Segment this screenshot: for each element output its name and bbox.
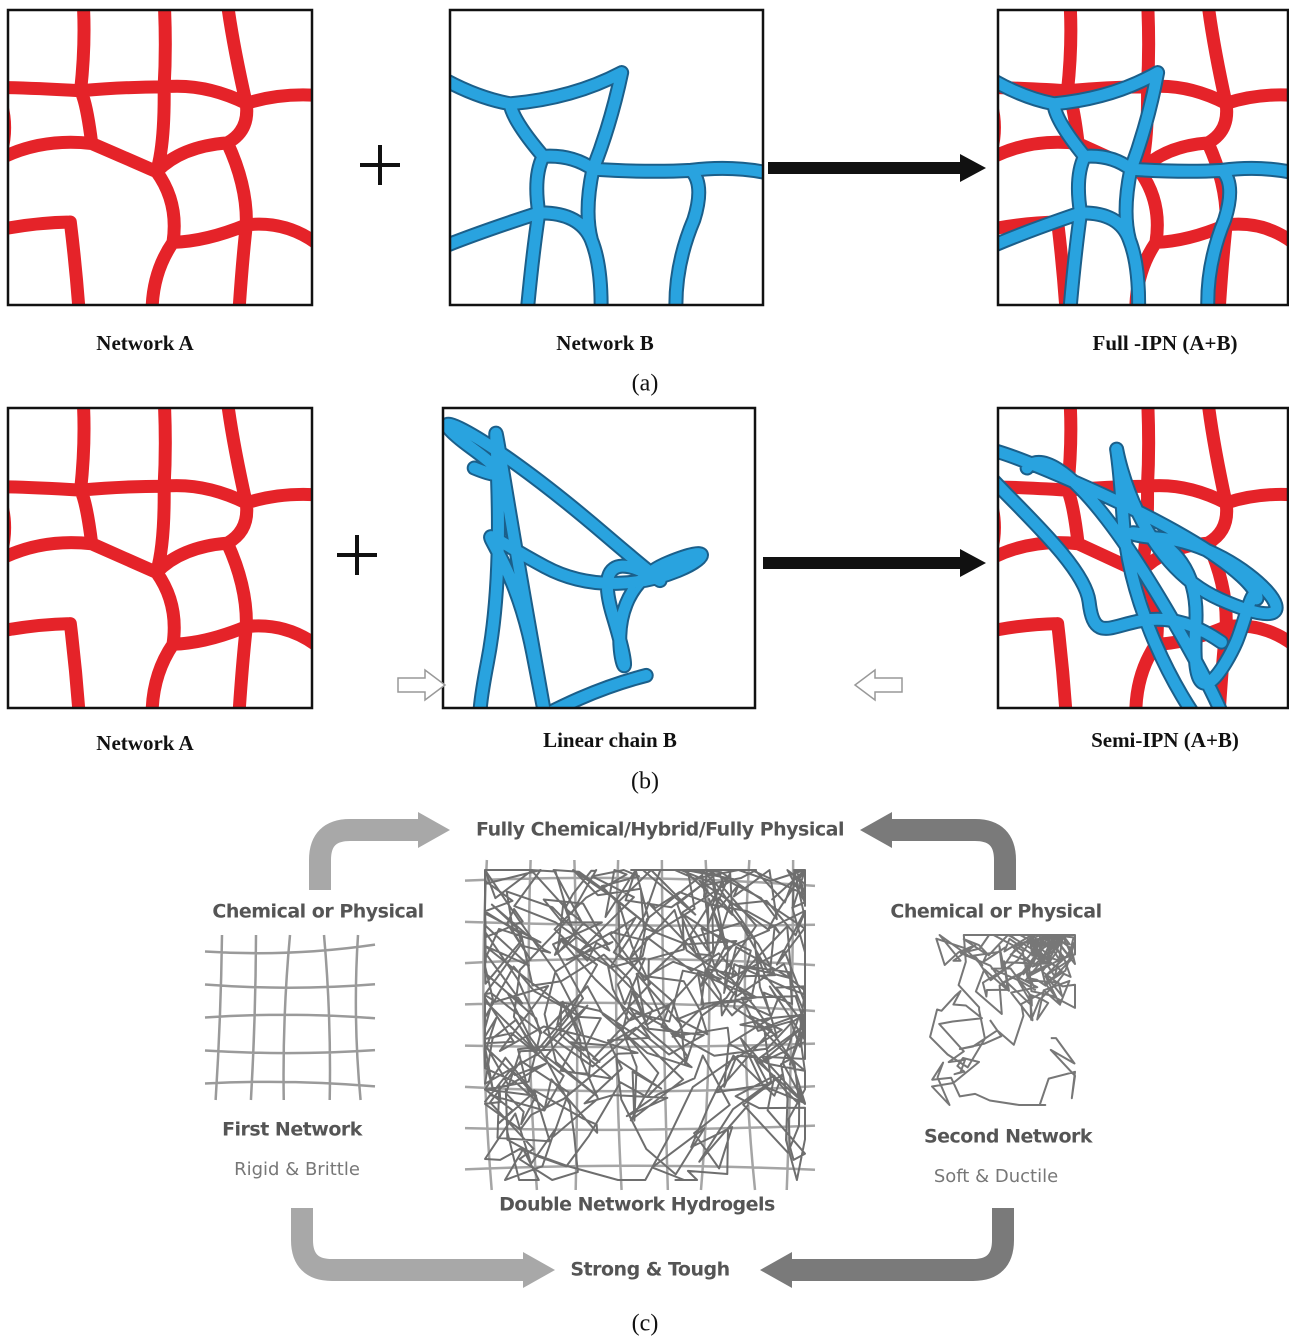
second-network [930,935,1075,1105]
figure: Network A Network B Full -IPN (A+B) (a) … [0,0,1289,1344]
network-box [0,385,336,727]
arrow-shaft [768,162,963,174]
label: Network A [96,331,194,355]
label: Semi-IPN (A+B) [1091,728,1239,752]
label: First Network [222,1119,363,1141]
network-box [0,0,336,324]
hollow-arrow [855,670,902,700]
first-network [205,935,375,1100]
label: Network A [96,731,194,755]
arrow-shaft [763,557,963,569]
caption: (b) [631,769,659,795]
label: Double Network Hydrogels [499,1194,775,1216]
hollow-arrow [398,670,445,700]
polymer-network [0,385,336,727]
polymer-network [447,424,702,739]
arrow-head [523,1252,555,1288]
network-drawings [0,0,1289,1190]
network-box [447,424,702,739]
process-arrow [320,830,420,890]
caption: (a) [632,371,659,397]
box [450,10,763,305]
network-box [427,0,785,324]
label: Network B [556,331,653,355]
arrow-head [418,812,450,848]
arrow-head [960,549,986,577]
network-box [972,385,1289,751]
process-arrow [890,830,1005,890]
process-arrow [790,1208,1003,1270]
network-box [974,0,1289,324]
process-arrow [302,1208,525,1270]
label: Second Network [924,1126,1093,1148]
label: Chemical or Physical [890,901,1101,923]
label: Linear chain B [543,728,677,752]
label: Fully Chemical/Hybrid/Fully Physical [476,819,844,841]
label: Strong & Tough [570,1259,729,1281]
arrows [763,154,986,577]
label: Chemical or Physical [212,901,423,923]
arrow-head [760,1252,792,1288]
polymer-outline [427,0,785,324]
label: Full -IPN (A+B) [1093,331,1238,355]
arrow-head [960,154,986,182]
label: Rigid & Brittle [234,1159,360,1180]
caption: (c) [632,1311,659,1337]
label: Soft & Ductile [934,1166,1058,1187]
polymer-network [0,0,336,324]
arrow-head [860,812,892,848]
plus-signs [337,145,400,575]
